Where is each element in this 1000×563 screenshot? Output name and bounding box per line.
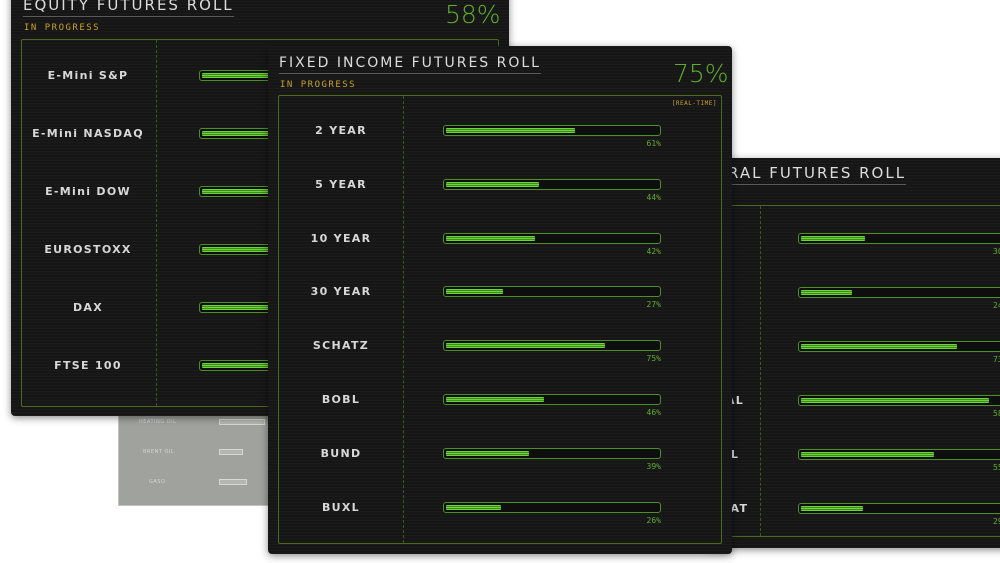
ghost-bar: [219, 419, 265, 425]
progress-fill: [801, 236, 865, 241]
column-divider: [156, 40, 157, 406]
row-percent: 61%: [646, 139, 661, 148]
ghost-label: BRENT OIL: [143, 449, 175, 455]
ghost-bar: [219, 449, 243, 455]
row-percent: 73: [993, 355, 1000, 364]
row-percent: 29: [993, 517, 1000, 526]
row-label: FTSE 100: [54, 359, 122, 372]
progress-fill: [801, 452, 934, 457]
row-label: EUROSTOXX: [44, 243, 132, 256]
rows-frame: [715, 205, 1000, 537]
row-percent: 42%: [646, 246, 661, 256]
row-label: E-Mini DOW: [45, 185, 131, 198]
row-percent: 26%: [646, 515, 661, 525]
row-percent: 30: [993, 247, 1000, 256]
ghost-bar: [219, 479, 247, 485]
panel-title: EQUITY FUTURES ROLL: [23, 0, 234, 17]
progress-bar: [443, 340, 661, 352]
status-label: IN PROGRESS: [24, 23, 101, 33]
row-label: BUXL: [321, 500, 360, 514]
ghost-label: HEATING OIL: [139, 419, 177, 425]
row-percent: 39%: [646, 461, 661, 471]
row-label: E-Mini NASDAQ: [32, 127, 144, 140]
overall-percent: 75%: [673, 59, 729, 88]
progress-fill: [446, 450, 529, 456]
panel-title: RAL FUTURES ROLL: [728, 164, 907, 185]
row-label: L: [730, 448, 740, 461]
progress-bar: [443, 232, 661, 244]
progress-bar: [443, 125, 661, 136]
progress-bar: [798, 503, 1000, 514]
progress-fill: [446, 289, 503, 295]
progress-fill: [801, 506, 863, 511]
row-percent: 55: [993, 463, 1000, 472]
progress-bar: [798, 341, 1000, 352]
row-percent: 58: [993, 409, 1000, 418]
column-divider: [760, 206, 761, 536]
progress-fill: [446, 343, 605, 349]
progress-fill: [801, 344, 957, 349]
row-percent: 46%: [646, 408, 661, 417]
row-label: 10 YEAR: [310, 231, 372, 245]
progress-bar: [798, 395, 1000, 406]
progress-bar: [443, 501, 661, 513]
row-label: SCHATZ: [312, 339, 370, 353]
progress-fill: [446, 504, 501, 510]
realtime-indicator: [REAL-TIME]: [671, 100, 717, 107]
ghost-label: GASO: [149, 479, 166, 485]
progress-bar: [443, 178, 661, 190]
row-percent: 75%: [646, 354, 661, 364]
row-label: 5 YEAR: [315, 177, 367, 191]
progress-bar: [443, 394, 661, 405]
progress-fill: [446, 397, 544, 402]
row-label: 2 YEAR: [315, 124, 367, 137]
panel-title: FIXED INCOME FUTURES ROLL: [279, 55, 541, 74]
row-percent: 27%: [646, 300, 661, 310]
progress-bar: [443, 447, 661, 459]
fixed-income-futures-panel: FIXED INCOME FUTURES ROLL IN PROGRESS 75…: [268, 46, 732, 554]
progress-bar: [798, 287, 1000, 298]
progress-fill: [446, 181, 539, 187]
agricultural-futures-panel: RAL FUTURES ROLL 302473AL58L55EAT29: [705, 158, 1000, 548]
progress-fill: [446, 128, 575, 133]
progress-bar: [798, 233, 1000, 244]
progress-bar: [443, 286, 661, 298]
row-label: DAX: [72, 301, 104, 314]
progress-fill: [446, 235, 535, 241]
row-percent: 24: [993, 301, 1000, 310]
overall-percent: 58%: [445, 0, 501, 29]
rows-frame: [REAL-TIME]: [278, 95, 722, 544]
row-percent: 44%: [646, 192, 661, 202]
progress-fill: [202, 247, 320, 252]
status-label: IN PROGRESS: [280, 80, 357, 90]
column-divider: [403, 96, 404, 543]
row-label: 30 YEAR: [310, 285, 372, 299]
row-label: BUND: [320, 446, 362, 460]
row-label: BOBL: [321, 393, 361, 406]
background-panel: HEATING OIL BRENT OIL GASO: [118, 412, 272, 506]
progress-bar: [798, 449, 1000, 460]
progress-fill: [801, 398, 989, 403]
progress-fill: [801, 290, 852, 295]
row-label: E-Mini S&P: [47, 69, 129, 82]
